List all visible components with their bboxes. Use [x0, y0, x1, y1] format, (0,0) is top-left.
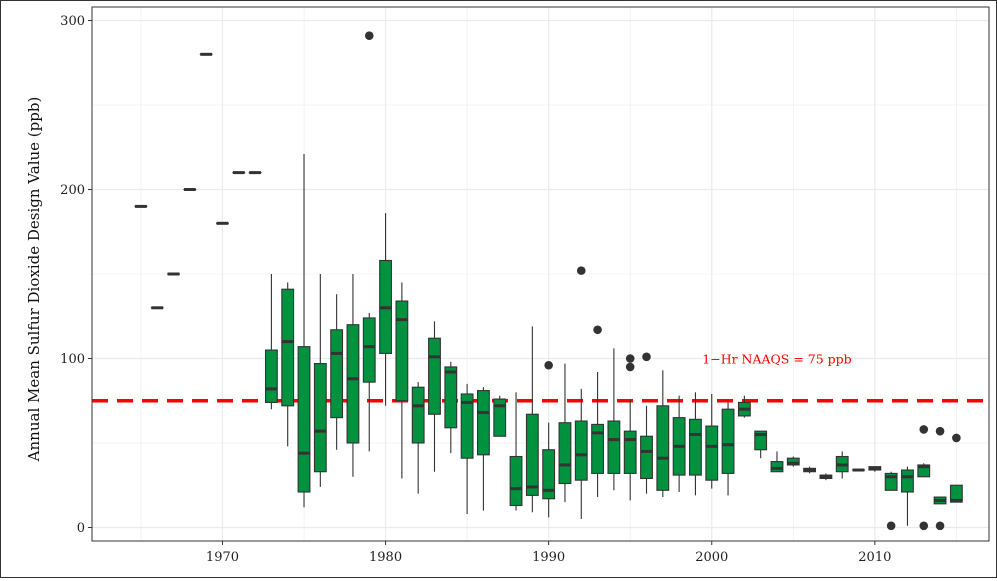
- box-body: [608, 421, 620, 473]
- y-tick-label: 0: [77, 521, 85, 536]
- box-body: [902, 470, 914, 492]
- outlier-point: [626, 363, 635, 372]
- box-body: [510, 457, 522, 506]
- outlier-point: [577, 266, 586, 275]
- box-1987: [494, 396, 506, 437]
- x-tick-label: 1990: [532, 550, 565, 565]
- box-body: [331, 330, 343, 418]
- box-body: [429, 338, 441, 414]
- outlier-point: [626, 354, 635, 363]
- outlier-point: [593, 325, 602, 334]
- y-tick-label: 300: [60, 14, 85, 29]
- box-body: [266, 350, 278, 402]
- box-2005: [787, 457, 799, 467]
- outlier-point: [365, 31, 374, 40]
- box-body: [396, 301, 408, 401]
- box-body: [706, 426, 718, 480]
- box-body: [641, 436, 653, 478]
- x-tick-label: 2000: [695, 550, 728, 565]
- outlier-point: [919, 425, 928, 434]
- box-body: [722, 409, 734, 473]
- box-body: [771, 462, 783, 472]
- outlier-point: [952, 434, 961, 443]
- outlier-point: [936, 521, 945, 530]
- y-tick-label: 100: [60, 352, 85, 367]
- box-body: [282, 289, 294, 406]
- outlier-point: [544, 361, 553, 370]
- outlier-point: [936, 427, 945, 436]
- outlier-point: [887, 521, 896, 530]
- reference-line-label: 1−Hr NAAQS = 75 ppb: [702, 351, 851, 366]
- box-body: [657, 406, 669, 490]
- grid-layer: [92, 7, 989, 541]
- y-axis-title: Annual Mean Sulfur Dioxide Design Value …: [25, 97, 43, 463]
- box-body: [526, 414, 538, 495]
- x-tick-label: 1980: [369, 550, 402, 565]
- box-body: [347, 325, 359, 443]
- y-tick-label: 200: [60, 183, 85, 198]
- box-body: [314, 364, 326, 472]
- x-tick-label: 2010: [858, 550, 891, 565]
- x-tick-label: 1970: [206, 550, 239, 565]
- outlier-point: [642, 353, 651, 362]
- box-body: [559, 423, 571, 484]
- box-body: [624, 431, 636, 473]
- box-body: [363, 318, 375, 382]
- box-body: [690, 419, 702, 475]
- box-body: [478, 391, 490, 455]
- outlier-point: [919, 521, 928, 530]
- box-body: [298, 347, 310, 492]
- box-body: [412, 387, 424, 443]
- box-body: [575, 421, 587, 480]
- box-body: [445, 367, 457, 428]
